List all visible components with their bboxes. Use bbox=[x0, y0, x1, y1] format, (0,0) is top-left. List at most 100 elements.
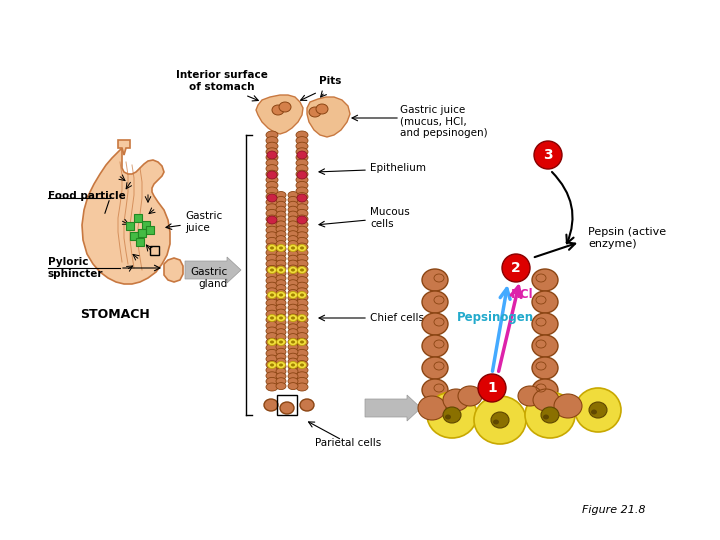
Bar bbox=[150, 246, 159, 255]
Ellipse shape bbox=[276, 353, 286, 360]
Ellipse shape bbox=[296, 137, 308, 145]
Ellipse shape bbox=[575, 388, 621, 432]
Ellipse shape bbox=[276, 329, 286, 336]
Text: Mucous
cells: Mucous cells bbox=[370, 207, 410, 229]
Circle shape bbox=[534, 141, 562, 169]
Bar bbox=[277, 395, 297, 415]
Ellipse shape bbox=[266, 321, 278, 329]
Ellipse shape bbox=[276, 251, 286, 257]
Ellipse shape bbox=[276, 368, 286, 375]
Ellipse shape bbox=[276, 363, 286, 370]
Ellipse shape bbox=[296, 282, 308, 290]
Ellipse shape bbox=[288, 368, 298, 375]
Ellipse shape bbox=[532, 269, 558, 291]
Ellipse shape bbox=[296, 366, 308, 374]
Ellipse shape bbox=[266, 366, 278, 374]
Ellipse shape bbox=[266, 210, 278, 218]
Ellipse shape bbox=[267, 194, 277, 202]
Text: 1: 1 bbox=[487, 381, 497, 395]
Ellipse shape bbox=[276, 361, 286, 368]
Ellipse shape bbox=[288, 339, 298, 346]
Ellipse shape bbox=[296, 165, 308, 173]
Ellipse shape bbox=[266, 254, 278, 262]
Text: 2: 2 bbox=[511, 261, 521, 275]
Text: Interior surface
of stomach: Interior surface of stomach bbox=[176, 70, 268, 92]
Ellipse shape bbox=[270, 246, 274, 249]
Ellipse shape bbox=[276, 255, 286, 262]
Text: STOMACH: STOMACH bbox=[80, 308, 150, 321]
Ellipse shape bbox=[276, 324, 286, 331]
Ellipse shape bbox=[266, 344, 278, 352]
Ellipse shape bbox=[422, 313, 448, 335]
Ellipse shape bbox=[276, 314, 286, 321]
FancyArrow shape bbox=[365, 395, 421, 421]
Ellipse shape bbox=[297, 292, 307, 299]
Ellipse shape bbox=[267, 151, 277, 159]
Ellipse shape bbox=[276, 211, 286, 218]
Ellipse shape bbox=[289, 339, 297, 346]
Ellipse shape bbox=[279, 363, 283, 367]
Text: Gastric
juice: Gastric juice bbox=[185, 211, 222, 233]
Ellipse shape bbox=[288, 377, 298, 384]
Ellipse shape bbox=[288, 280, 298, 287]
Bar bbox=[142, 221, 150, 229]
Ellipse shape bbox=[276, 314, 286, 321]
Text: Pits: Pits bbox=[319, 76, 341, 86]
Ellipse shape bbox=[296, 321, 308, 329]
Ellipse shape bbox=[296, 327, 308, 335]
Ellipse shape bbox=[268, 339, 276, 346]
Ellipse shape bbox=[266, 148, 278, 156]
Ellipse shape bbox=[288, 206, 298, 213]
Bar bbox=[136, 238, 144, 246]
Ellipse shape bbox=[316, 104, 328, 114]
Ellipse shape bbox=[266, 383, 278, 391]
Ellipse shape bbox=[276, 197, 286, 204]
Ellipse shape bbox=[296, 333, 308, 341]
Ellipse shape bbox=[296, 159, 308, 167]
Ellipse shape bbox=[276, 377, 286, 384]
Ellipse shape bbox=[288, 314, 298, 321]
Ellipse shape bbox=[266, 226, 278, 234]
Ellipse shape bbox=[296, 243, 308, 251]
Ellipse shape bbox=[276, 260, 286, 267]
Ellipse shape bbox=[445, 415, 451, 420]
Ellipse shape bbox=[266, 265, 278, 273]
Text: Chief cells: Chief cells bbox=[370, 313, 424, 323]
Ellipse shape bbox=[266, 260, 278, 268]
Ellipse shape bbox=[289, 267, 297, 273]
Ellipse shape bbox=[266, 333, 278, 341]
Ellipse shape bbox=[266, 193, 278, 200]
Text: Pyloric
sphincter: Pyloric sphincter bbox=[48, 257, 104, 279]
Ellipse shape bbox=[422, 291, 448, 313]
Ellipse shape bbox=[276, 245, 286, 252]
Ellipse shape bbox=[276, 304, 286, 311]
Ellipse shape bbox=[296, 148, 308, 156]
Ellipse shape bbox=[266, 165, 278, 173]
Ellipse shape bbox=[266, 232, 278, 240]
Ellipse shape bbox=[289, 245, 297, 252]
Ellipse shape bbox=[267, 216, 277, 224]
Ellipse shape bbox=[279, 268, 283, 272]
Ellipse shape bbox=[296, 176, 308, 184]
Ellipse shape bbox=[266, 355, 278, 363]
Ellipse shape bbox=[288, 309, 298, 316]
Ellipse shape bbox=[266, 170, 278, 178]
Ellipse shape bbox=[300, 399, 314, 411]
Ellipse shape bbox=[276, 358, 286, 365]
Bar bbox=[138, 229, 146, 237]
Ellipse shape bbox=[289, 361, 297, 368]
Ellipse shape bbox=[443, 407, 461, 423]
Text: Parietal cells: Parietal cells bbox=[315, 438, 381, 448]
Ellipse shape bbox=[266, 176, 278, 184]
Ellipse shape bbox=[422, 379, 448, 401]
Ellipse shape bbox=[288, 216, 298, 223]
Ellipse shape bbox=[297, 245, 307, 252]
Bar bbox=[134, 214, 142, 222]
Ellipse shape bbox=[288, 334, 298, 341]
Ellipse shape bbox=[268, 292, 276, 299]
Ellipse shape bbox=[276, 373, 286, 380]
Ellipse shape bbox=[276, 309, 286, 316]
Ellipse shape bbox=[266, 276, 278, 285]
Ellipse shape bbox=[266, 187, 278, 195]
Ellipse shape bbox=[296, 153, 308, 161]
